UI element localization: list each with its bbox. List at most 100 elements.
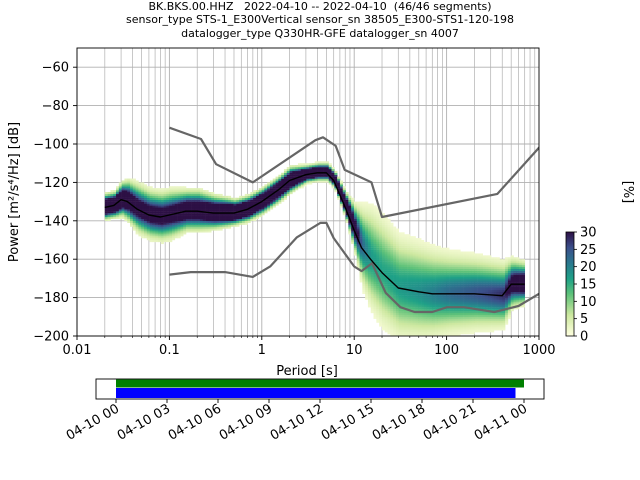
histogram-cell xyxy=(440,316,444,319)
histogram-cell xyxy=(379,274,383,277)
histogram-cell xyxy=(348,215,352,218)
histogram-cell xyxy=(169,201,173,204)
histogram-cell xyxy=(362,224,366,227)
histogram-cell xyxy=(460,301,464,304)
timeline-tick-label: 04-10 06 xyxy=(166,401,224,443)
histogram-cell xyxy=(454,330,458,333)
histogram-cell xyxy=(381,240,386,243)
histogram-cell xyxy=(443,291,447,294)
histogram-cell xyxy=(216,213,220,216)
histogram-cell xyxy=(421,289,425,293)
histogram-cell xyxy=(412,291,416,294)
histogram-cell xyxy=(443,314,447,317)
histogram-cell xyxy=(160,211,164,214)
histogram-cell xyxy=(409,326,414,329)
histogram-cell xyxy=(390,247,394,250)
histogram-cell xyxy=(457,322,461,325)
histogram-cell xyxy=(513,291,517,294)
histogram-cell xyxy=(216,199,220,202)
histogram-cell xyxy=(202,215,206,218)
histogram-cell xyxy=(381,282,386,285)
histogram-cell xyxy=(505,305,509,308)
histogram-cell xyxy=(429,245,433,248)
histogram-cell xyxy=(216,193,220,197)
histogram-cell xyxy=(404,314,408,317)
histogram-cell xyxy=(407,305,411,308)
histogram-cell xyxy=(205,190,209,193)
histogram-cell xyxy=(496,272,500,275)
histogram-cell xyxy=(174,218,178,221)
histogram-cell xyxy=(404,249,408,252)
histogram-cell xyxy=(440,255,444,258)
histogram-cell xyxy=(314,176,318,179)
histogram-cell xyxy=(468,289,472,293)
histogram-cell xyxy=(160,188,164,191)
histogram-cell xyxy=(233,218,237,221)
histogram-cell xyxy=(376,213,380,216)
histogram-cell xyxy=(482,278,486,281)
histogram-cell xyxy=(367,297,372,300)
histogram-cell xyxy=(493,328,497,331)
histogram-cell xyxy=(124,188,128,191)
histogram-cell xyxy=(516,286,520,289)
histogram-cell xyxy=(443,289,447,293)
histogram-cell xyxy=(390,232,394,235)
histogram-cell xyxy=(418,291,422,294)
histogram-cell xyxy=(314,170,318,173)
histogram-cell xyxy=(465,261,470,264)
histogram-cell xyxy=(264,184,268,187)
histogram-cell xyxy=(261,192,265,195)
histogram-cell xyxy=(337,186,341,189)
histogram-cell xyxy=(295,186,299,189)
histogram-cell xyxy=(421,251,425,254)
histogram-cell xyxy=(477,295,481,298)
histogram-cell xyxy=(379,309,383,312)
histogram-cell xyxy=(365,243,369,246)
histogram-cell xyxy=(454,251,458,254)
histogram-cell xyxy=(367,209,372,212)
histogram-cell xyxy=(502,299,506,302)
histogram-cell xyxy=(311,168,316,172)
histogram-cell xyxy=(423,245,428,248)
histogram-cell xyxy=(163,226,167,229)
histogram-cell xyxy=(222,197,226,200)
histogram-cell xyxy=(379,236,383,239)
histogram-cell xyxy=(505,257,509,260)
histogram-cell xyxy=(485,272,489,275)
histogram-cell xyxy=(289,174,293,177)
histogram-cell xyxy=(426,301,430,304)
histogram-cell xyxy=(275,195,279,198)
histogram-cell xyxy=(491,303,495,306)
histogram-cell xyxy=(135,186,139,189)
histogram-cell xyxy=(409,288,414,291)
histogram-cell xyxy=(269,197,274,200)
histogram-cell xyxy=(488,307,492,310)
histogram-cell xyxy=(505,268,509,271)
histogram-cell xyxy=(362,218,366,221)
histogram-cell xyxy=(482,299,486,302)
histogram-cell xyxy=(519,263,523,266)
histogram-cell xyxy=(367,241,372,245)
histogram-cell xyxy=(401,293,405,296)
histogram-cell xyxy=(185,190,190,193)
histogram-cell xyxy=(376,207,380,210)
histogram-cell xyxy=(367,276,372,279)
histogram-cell xyxy=(183,220,187,223)
histogram-cell xyxy=(253,190,257,193)
histogram-cell xyxy=(451,274,456,277)
histogram-cell xyxy=(482,264,486,268)
histogram-cell xyxy=(485,316,489,319)
histogram-cell xyxy=(174,216,178,220)
histogram-cell xyxy=(395,263,400,266)
histogram-cell xyxy=(491,295,495,298)
histogram-cell xyxy=(477,303,481,306)
histogram-cell xyxy=(412,264,416,268)
histogram-cell xyxy=(387,307,391,310)
histogram-cell xyxy=(185,197,190,200)
histogram-cell xyxy=(199,222,204,225)
histogram-cell xyxy=(356,211,360,214)
histogram-cell xyxy=(365,222,369,225)
histogram-cell xyxy=(488,322,492,325)
histogram-cell xyxy=(345,220,349,223)
histogram-cell xyxy=(146,220,150,223)
